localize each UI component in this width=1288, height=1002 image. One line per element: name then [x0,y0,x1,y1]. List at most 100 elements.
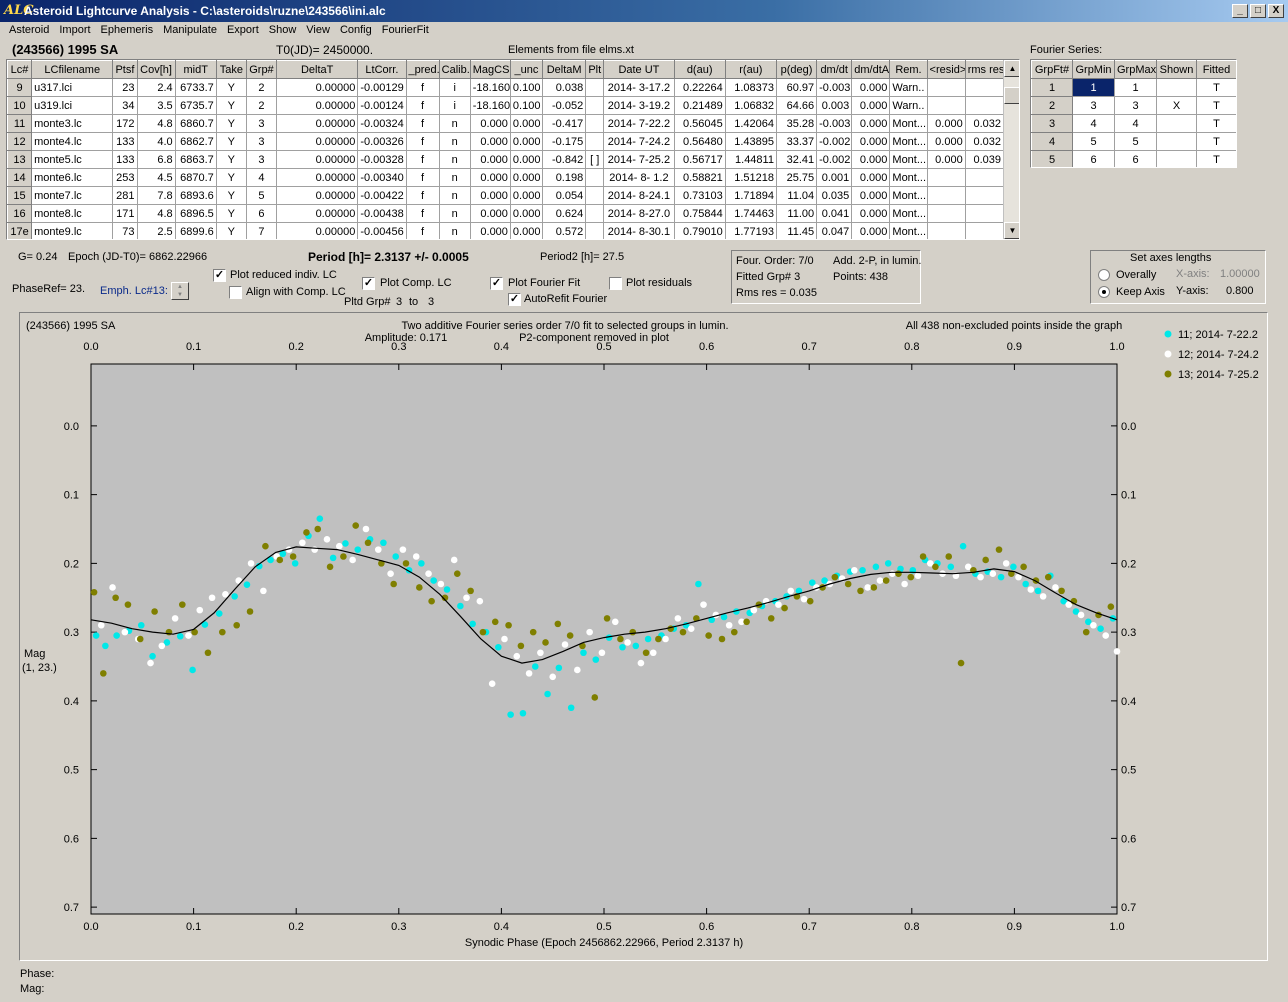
menu-show[interactable]: Show [268,24,297,36]
lc-cell[interactable]: 7 [245,222,278,239]
plot-reduced-checkbox[interactable]: ✓ [213,269,226,282]
lc-cell[interactable]: -0.003 [816,78,853,97]
lc-cell[interactable]: 2014- 3-19.2 [603,96,675,115]
lc-cell[interactable]: Y [215,150,247,169]
lc-cell[interactable]: 0.75844 [673,204,726,223]
lc-cell[interactable]: 32.41 [775,150,818,169]
lc-cell[interactable]: 0.22264 [673,78,726,97]
lc-cell[interactable]: 4 [245,168,278,187]
lc-cell[interactable]: 0.624 [542,204,587,223]
lc-cell[interactable]: 6733.7 [174,78,217,97]
menu-config[interactable]: Config [339,24,372,36]
fourier-row-header[interactable]: 4 [1031,132,1073,151]
lc-col-header[interactable]: dm/dtA [851,60,891,79]
lc-cell[interactable]: 6870.7 [174,168,217,187]
lc-cell[interactable]: 11.00 [775,204,818,223]
fourier-cell[interactable]: 1 [1072,78,1115,97]
lc-cell[interactable]: 7.8 [136,186,176,205]
lc-cell[interactable]: 0.032 [964,132,1005,151]
lc-row-header[interactable]: 13 [7,150,33,169]
lc-cell[interactable] [926,204,966,223]
lc-col-header[interactable]: Cov[h] [136,60,176,79]
lc-cell[interactable] [926,96,966,115]
lc-cell[interactable]: 0.032 [964,114,1005,133]
fourier-col-header[interactable]: Shown [1156,60,1197,79]
lc-cell[interactable]: 2014- 7-24.2 [603,132,675,151]
lc-cell[interactable]: 4.5 [136,168,176,187]
lc-cell[interactable]: 3 [245,114,278,133]
lc-table-row[interactable]: 16 monte8.lc 171 4.8 6896.5 Y 6 0.00000 -0.00438… [7,204,1005,223]
lc-cell[interactable]: 0.56717 [673,150,726,169]
lc-cell[interactable]: monte4.lc [31,132,114,151]
menu-export[interactable]: Export [226,24,259,36]
lc-cell[interactable]: Warn.. [889,78,928,97]
lc-cell[interactable]: Y [215,222,247,239]
lc-cell[interactable]: -0.842 [542,150,587,169]
lc-cell[interactable]: n [438,204,471,223]
lc-cell[interactable]: 4.0 [136,132,176,151]
fourier-cell[interactable]: 5 [1072,132,1115,151]
lc-cell[interactable]: -0.00129 [357,78,407,97]
lc-col-header[interactable]: Take [215,60,247,79]
lc-row-header[interactable]: 10 [7,96,33,115]
lc-cell[interactable]: 0.000 [851,78,891,97]
lc-cell[interactable]: 2014- 8- 1.2 [603,168,675,187]
lc-cell[interactable]: 0.00000 [276,168,359,187]
lc-cell[interactable]: n [438,186,471,205]
lc-cell[interactable]: 1.74463 [724,204,777,223]
lc-cell[interactable]: 3 [245,132,278,151]
lc-cell[interactable]: -0.00340 [357,168,407,187]
lc-cell[interactable]: 0.00000 [276,96,359,115]
lc-cell[interactable]: -0.002 [816,150,853,169]
lc-cell[interactable]: 4.8 [136,114,176,133]
lc-cell[interactable]: 1.06832 [724,96,777,115]
close-button[interactable]: X [1268,4,1284,18]
lc-cell[interactable]: 0.00000 [276,78,359,97]
fourier-cell[interactable] [1156,114,1197,133]
lc-cell[interactable]: f [405,150,440,169]
lc-cell[interactable] [926,78,966,97]
fourier-row-header[interactable]: 3 [1031,114,1073,133]
lc-cell[interactable]: n [438,222,471,239]
lc-cell[interactable]: 0.56480 [673,132,726,151]
lc-cell[interactable] [964,186,1005,205]
lc-cell[interactable]: 0.000 [926,150,966,169]
fourier-cell[interactable] [1156,132,1197,151]
lc-cell[interactable]: 0.00000 [276,150,359,169]
lc-cell[interactable] [585,168,605,187]
lc-cell[interactable]: u317.lci [31,78,114,97]
lc-row-header[interactable]: 12 [7,132,33,151]
menu-ephemeris[interactable]: Ephemeris [100,24,154,36]
fourier-col-header[interactable]: GrpMin [1072,60,1115,79]
lc-cell[interactable]: Mont... [889,132,928,151]
lc-cell[interactable]: -0.00124 [357,96,407,115]
lc-cell[interactable] [585,114,605,133]
lc-cell[interactable]: 0.000 [851,168,891,187]
menu-view[interactable]: View [306,24,330,36]
fourier-row-header[interactable]: 2 [1031,96,1073,115]
fourier-col-header[interactable]: GrpMax [1114,60,1157,79]
lc-cell[interactable]: 0.572 [542,222,587,239]
lc-cell[interactable]: 1.44811 [724,150,777,169]
lc-cell[interactable]: u319.lci [31,96,114,115]
lc-cell[interactable]: f [405,96,440,115]
lc-cell[interactable]: monte7.lc [31,186,114,205]
lc-cell[interactable]: 0.00000 [276,114,359,133]
lc-cell[interactable] [964,222,1005,239]
lc-col-header[interactable]: _unc [509,60,544,79]
lc-cell[interactable]: 35.28 [775,114,818,133]
lc-cell[interactable]: 1.42064 [724,114,777,133]
lc-cell[interactable]: monte8.lc [31,204,114,223]
lc-col-header[interactable]: rms res [964,60,1005,79]
lightcurve-scrollbar[interactable]: ▲ ▼ [1003,60,1019,239]
lc-cell[interactable]: 1.08373 [724,78,777,97]
fourier-cell[interactable]: 3 [1114,96,1157,115]
lc-cell[interactable]: 0.000 [469,150,511,169]
scroll-down-button[interactable]: ▼ [1004,222,1019,239]
x-axis-value[interactable]: 1.00000 [1220,268,1260,280]
lc-cell[interactable]: 73 [112,222,138,239]
lc-cell[interactable]: f [405,222,440,239]
lc-cell[interactable]: 0.56045 [673,114,726,133]
